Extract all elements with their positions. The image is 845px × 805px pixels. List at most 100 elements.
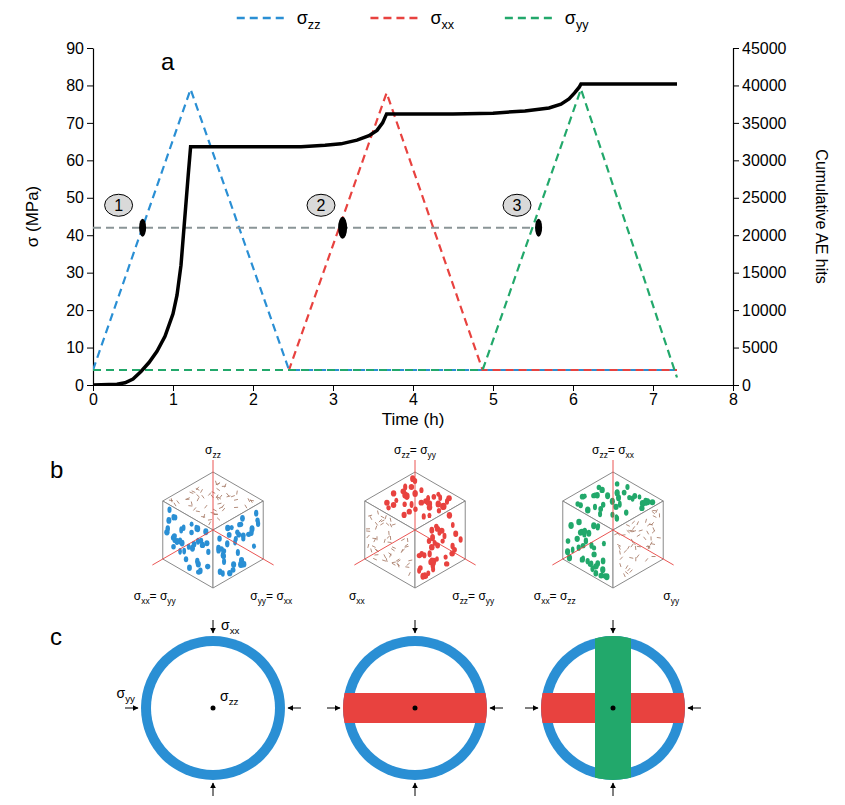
crack-dash — [384, 539, 385, 543]
crack-dash — [197, 497, 199, 501]
crack-dot — [575, 536, 580, 542]
crack-dash — [652, 510, 656, 511]
crack-dash — [647, 523, 650, 526]
cube: σzzσxx= σyyσyy= σxx — [134, 443, 293, 606]
panel-label: c — [50, 623, 62, 650]
crack-dot — [255, 517, 259, 523]
band — [343, 693, 487, 723]
tick: 8 — [729, 385, 738, 408]
tick-label: 15000 — [742, 264, 787, 281]
crack-dot — [625, 484, 629, 490]
crack-dot — [391, 490, 396, 496]
legend-swatch — [505, 17, 555, 20]
tick-mark — [733, 85, 739, 86]
tick: 90 — [66, 40, 93, 57]
crack-dash — [384, 554, 386, 558]
crack-dot — [580, 557, 584, 563]
crack-dot — [422, 513, 426, 519]
crack-dot — [601, 557, 606, 564]
tick-mark — [413, 385, 414, 391]
crack-dot — [586, 530, 591, 537]
tick-label: 5000 — [742, 339, 778, 356]
crack-dot — [218, 568, 223, 575]
crack-dot — [447, 512, 452, 519]
crack-dash — [370, 516, 372, 520]
cube-label: σzz= σxx — [592, 443, 635, 460]
crack-dot — [440, 538, 444, 543]
stress-arrow — [288, 708, 301, 709]
crack-dash — [653, 516, 657, 518]
crack-dot — [182, 524, 186, 530]
cube-label: σyy — [663, 589, 680, 606]
crack-dot — [184, 556, 188, 562]
crack-dash — [635, 557, 636, 561]
crack-dash — [375, 522, 377, 525]
crack-dash — [639, 530, 643, 531]
crack-dot — [426, 500, 430, 506]
crack-dash — [368, 515, 372, 516]
crack-dash — [396, 559, 399, 561]
tick-mark — [733, 273, 739, 274]
tick-mark — [573, 385, 574, 391]
crack-dot — [576, 519, 581, 526]
crack-dash — [372, 538, 376, 539]
stress-arrow — [327, 708, 340, 709]
legend-label: σxx — [430, 8, 454, 32]
tick-mark — [493, 385, 494, 391]
crack-dash — [392, 563, 395, 565]
crack-dash — [208, 493, 211, 496]
crack-dash — [214, 513, 218, 514]
tick-label: 1 — [169, 391, 178, 408]
tick: 35000 — [733, 115, 787, 132]
crack-dash — [219, 495, 221, 498]
crack-dash — [659, 513, 660, 517]
crack-dot — [407, 509, 412, 515]
crack-dot — [600, 566, 605, 573]
crack-dot — [242, 561, 246, 567]
tick: 10 — [66, 339, 93, 356]
stress-axis — [613, 530, 674, 565]
legend-item: σxx — [370, 8, 454, 32]
tick-mark — [87, 48, 93, 49]
crack-dot — [582, 528, 587, 535]
crack-dot — [601, 502, 605, 508]
crack-dash — [219, 507, 223, 509]
tick: 60 — [66, 152, 93, 169]
tick-mark — [87, 273, 93, 274]
crack-dot — [409, 484, 414, 490]
crack-dash — [188, 505, 192, 506]
crack-dot — [459, 536, 463, 542]
axis: 012345678 — [89, 385, 738, 408]
marker — [139, 219, 146, 237]
tick: 4 — [409, 385, 418, 408]
stress-axis — [152, 530, 213, 565]
crack-dash — [633, 526, 635, 529]
stress-arrow — [613, 620, 614, 633]
tick-label: 50 — [66, 189, 84, 206]
stress-arrow — [125, 708, 138, 709]
tick-label: 0 — [742, 377, 751, 394]
crack-dash — [190, 492, 194, 494]
tick: 20000 — [733, 227, 787, 244]
crack-dot — [624, 509, 628, 515]
crack-dash — [368, 544, 369, 548]
annotation-badge — [105, 194, 133, 216]
crack-dash — [632, 521, 635, 524]
crack-dot — [453, 530, 458, 536]
crack-dot — [437, 530, 441, 536]
crack-dot — [443, 554, 447, 559]
tick-mark — [733, 348, 739, 349]
marker — [535, 219, 542, 237]
stress-axis — [415, 460, 416, 530]
section — [327, 620, 503, 796]
series-line — [93, 89, 677, 377]
crack-dash — [211, 512, 215, 514]
crack-dot — [394, 498, 398, 503]
crack-dot — [599, 487, 604, 493]
crack-dash — [630, 570, 633, 573]
stress-arrow — [213, 620, 214, 633]
tick: 5000 — [733, 339, 778, 356]
tick-mark — [87, 123, 93, 124]
crack-dot — [187, 565, 192, 571]
ring-inner — [151, 646, 275, 770]
